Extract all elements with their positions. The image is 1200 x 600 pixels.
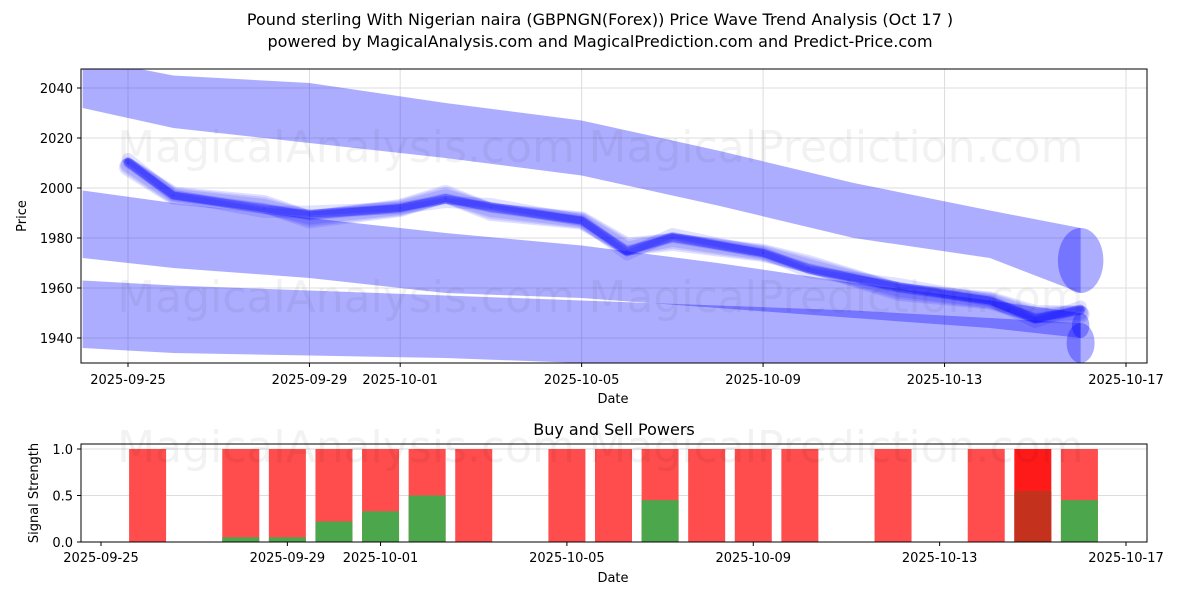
price-wave-line xyxy=(123,158,1086,323)
sell-bar xyxy=(688,449,726,542)
price-point xyxy=(1079,309,1082,312)
sell-bar xyxy=(595,449,632,542)
band-middle-band xyxy=(82,190,1081,338)
price-wave-line xyxy=(120,158,1089,323)
price-point xyxy=(172,194,175,197)
price-point xyxy=(762,252,765,254)
x-tick-label: 2025-10-09 xyxy=(725,373,801,388)
price-wave-line xyxy=(122,153,1087,328)
price-point xyxy=(1034,317,1037,319)
watermark: MagicalPrediction.com xyxy=(589,122,1084,173)
price-point xyxy=(988,299,991,302)
price-wave-line xyxy=(124,159,1085,322)
watermark: MagicalPrediction.com xyxy=(589,272,1084,323)
price-wave-plot: MagicalAnalysis.com MagicalPrediction.co… xyxy=(15,68,1164,407)
x-tick-label: 2025-10-17 xyxy=(1088,373,1164,388)
sell-bar xyxy=(455,449,493,542)
y-tick-label: 2000 xyxy=(40,182,73,197)
x-tick-label: 2025-09-25 xyxy=(63,551,139,566)
buy-bar xyxy=(1060,500,1098,542)
price-wave-line xyxy=(124,157,1085,324)
buy-bar xyxy=(362,511,400,542)
price-wave-lines xyxy=(119,153,1090,328)
sell-bar xyxy=(548,449,586,542)
band-cap xyxy=(1071,313,1090,338)
price-wave-line xyxy=(119,158,1090,324)
sell-bar xyxy=(129,449,167,542)
x-tick-label: 2025-10-17 xyxy=(1088,551,1164,566)
y-tick-label: 1980 xyxy=(40,232,73,247)
price-point xyxy=(489,207,492,209)
x-tick-label: 2025-10-05 xyxy=(529,551,605,566)
price-point xyxy=(671,237,674,239)
band-lower-band xyxy=(82,280,1081,363)
chart-title: Pound sterling With Nigerian naira (GBPN… xyxy=(246,10,954,29)
band-cap xyxy=(1066,323,1095,363)
top-gridlines xyxy=(81,69,1147,363)
bottom-y-axis: 0.0 0.5 1.0 xyxy=(52,443,81,551)
x-tick-label: 2025-10-13 xyxy=(907,373,983,388)
buy-bar xyxy=(222,537,260,542)
y-tick-label: 1960 xyxy=(40,282,73,297)
sell-bar xyxy=(268,449,306,542)
top-x-axis: 2025-09-25 2025-09-29 2025-10-01 2025-10-05… xyxy=(90,363,1164,388)
price-point xyxy=(399,207,402,209)
price-point xyxy=(580,219,583,222)
sell-bar xyxy=(734,449,772,542)
band-cap xyxy=(1057,228,1104,293)
sell-bar xyxy=(222,449,260,542)
buy-bar xyxy=(1014,490,1052,542)
y-tick-label: 0.0 xyxy=(52,536,73,551)
price-wave-line xyxy=(125,157,1084,324)
watermark: MagicalAnalysis.com xyxy=(117,122,575,173)
buy-bar xyxy=(641,500,679,542)
x-tick-label: 2025-09-25 xyxy=(90,373,166,388)
x-tick-label: 2025-09-29 xyxy=(250,551,326,566)
y-tick-label: 0.5 xyxy=(52,490,73,505)
buy-bar xyxy=(315,521,353,542)
y-tick-label: 2020 xyxy=(40,132,73,147)
price-point xyxy=(127,162,129,164)
signal-bars xyxy=(129,449,1098,542)
x-tick-label: 2025-10-05 xyxy=(544,373,620,388)
y-tick-label: 1940 xyxy=(40,332,73,347)
bottom-x-axis-label: Date xyxy=(597,571,628,586)
x-tick-label: 2025-10-13 xyxy=(902,551,978,566)
bottom-x-axis: 2025-09-25 2025-09-29 2025-10-01 2025-10-05… xyxy=(63,542,1164,566)
y-tick-label: 2040 xyxy=(40,82,73,97)
buy-bar xyxy=(408,495,446,542)
price-point xyxy=(308,214,311,217)
buy-sell-plot: Buy and Sell Powers MagicalAnalysis.com … xyxy=(27,420,1164,586)
bottom-axes-frame xyxy=(80,443,1148,543)
bottom-y-axis-label: Signal Strength xyxy=(27,443,42,543)
chart-subtitle: powered by MagicalAnalysis.com and Magic… xyxy=(267,32,933,51)
sell-bar xyxy=(967,449,1005,542)
x-tick-label: 2025-10-01 xyxy=(343,551,419,566)
x-tick-label: 2025-10-01 xyxy=(362,373,438,388)
x-tick-label: 2025-10-09 xyxy=(715,551,791,566)
watermark: MagicalPrediction.com xyxy=(589,422,1084,473)
top-axes-frame xyxy=(80,68,1148,364)
x-tick-label: 2025-09-29 xyxy=(272,373,348,388)
top-x-axis-label: Date xyxy=(597,392,628,407)
sell-bar xyxy=(874,449,912,542)
band-upper-band xyxy=(82,69,1081,293)
watermark: MagicalAnalysis.com xyxy=(117,272,575,323)
price-point xyxy=(807,267,810,269)
y-tick-label: 1.0 xyxy=(52,443,73,458)
top-y-axis-label: Price xyxy=(15,200,30,232)
price-point xyxy=(898,287,901,289)
sell-bar xyxy=(781,449,819,542)
price-point xyxy=(444,197,447,199)
wave-bands xyxy=(82,69,1104,363)
top-y-axis: 1940 1960 1980 2000 2020 2040 xyxy=(40,82,81,347)
bottom-chart-title: Buy and Sell Powers xyxy=(533,420,695,439)
price-wave-line xyxy=(121,158,1088,323)
buy-bar xyxy=(268,537,306,542)
watermark: MagicalAnalysis.com xyxy=(117,422,575,473)
price-point xyxy=(263,207,266,209)
price-point xyxy=(626,249,628,252)
